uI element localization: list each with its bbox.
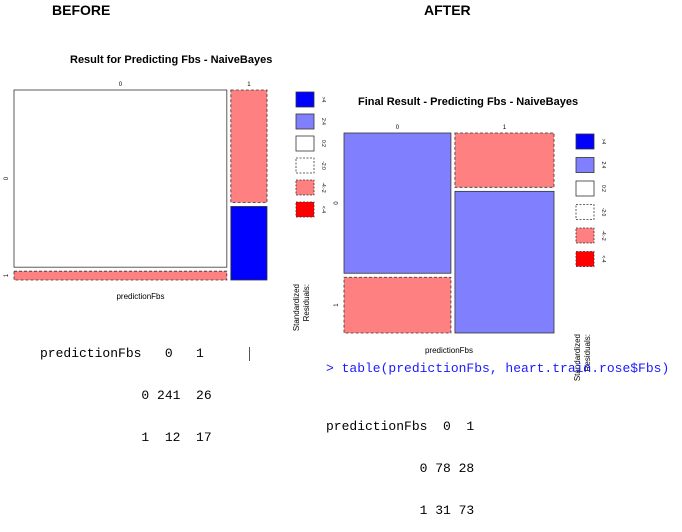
- mosaic-charts: 0 1 0 1 predictionFbs >4 2:4 0:2 -2:0 -4:-2 <-4 Sta…: [4, 82, 606, 381]
- mosaic-cell-0-r1-c1: [230, 206, 268, 281]
- legend-label-1-2: 0:2: [600, 185, 606, 192]
- mosaic-cell-0-r0-c0: [13, 89, 228, 268]
- legend-swatch-1-3: [575, 204, 595, 220]
- legend-swatch-1-4: [575, 227, 595, 244]
- legend-title-0-b: Residuals:: [302, 284, 311, 321]
- legend-label-1-3: -2:0: [600, 208, 606, 217]
- before-chart-title: Result for Predicting Fbs - NaiveBayes: [70, 54, 273, 66]
- legend-label-1-1: 2:4: [600, 162, 606, 169]
- text-cursor: [249, 347, 250, 361]
- legend-label-0-2: 0:2: [320, 140, 326, 147]
- after-command: > table(predictionFbs, heart.train.rose$…: [326, 361, 670, 376]
- before-heading: BEFORE: [52, 2, 111, 18]
- after-table-header: predictionFbs 0 1: [326, 419, 475, 434]
- before-table-row-0: 0 241 26: [40, 388, 212, 403]
- legend-swatch-0-1: [295, 113, 315, 130]
- legend-title-0-a: Standardized: [292, 284, 301, 331]
- mosaic-cell-0-r0-c1: [230, 89, 268, 203]
- after-chart-title: Final Result - Predicting Fbs - NaiveBay…: [358, 96, 579, 108]
- after-table-row-1: 1 31 73: [326, 503, 475, 518]
- legend-label-1-0: >4: [600, 139, 606, 145]
- col-tick-label-0-1: 1: [247, 82, 251, 88]
- legend-swatch-1-5: [575, 251, 595, 267]
- legend-swatch-1-1: [575, 157, 595, 173]
- row-tick-label-1-0: 0: [334, 201, 340, 205]
- after-console: predictionFbs 0 1 0 78 28 1 31 73: [326, 392, 474, 532]
- legend-label-0-3: -2:0: [320, 161, 326, 170]
- mosaic-cell-1-r0-c1: [454, 132, 555, 188]
- before-table-header: predictionFbs 0 1: [40, 346, 204, 361]
- legend-title-1-b: Residuals:: [583, 334, 592, 371]
- row-tick-label-0-0: 0: [4, 176, 10, 180]
- legend-swatch-1-2: [575, 180, 595, 197]
- col-tick-label-0-0: 0: [119, 82, 123, 88]
- x-axis-label-1: predictionFbs: [425, 346, 473, 355]
- legend-label-0-1: 2:4: [320, 118, 326, 125]
- col-tick-label-1-1: 1: [503, 125, 507, 131]
- legend-swatch-0-0: [295, 91, 315, 108]
- legend-label-0-4: -4:-2: [320, 182, 326, 193]
- mosaic-cell-1-r0-c0: [343, 132, 452, 274]
- legend-swatch-1-0: [575, 133, 595, 150]
- legend-swatch-0-3: [295, 157, 315, 174]
- legend-label-1-5: <-4: [600, 255, 606, 263]
- legend-swatch-0-2: [295, 135, 315, 152]
- after-table-row-0: 0 78 28: [326, 461, 475, 476]
- before-table-row-1: 1 12 17: [40, 430, 212, 445]
- legend-label-1-4: -4:-2: [600, 230, 606, 241]
- legend-label-0-5: <-4: [320, 206, 326, 214]
- legend-label-0-0: >4: [320, 97, 326, 103]
- mosaic-cell-0-r1-c0: [13, 270, 228, 281]
- col-tick-label-1-0: 0: [396, 125, 400, 131]
- mosaic-cell-1-r1-c1: [454, 190, 555, 334]
- row-tick-label-1-1: 1: [334, 303, 340, 307]
- legend-title-1-a: Standardized: [573, 334, 582, 381]
- after-heading: AFTER: [424, 2, 471, 18]
- row-tick-label-0-1: 1: [4, 273, 10, 277]
- x-axis-label-0: predictionFbs: [116, 292, 164, 301]
- legend-swatch-0-5: [295, 201, 315, 218]
- legend-swatch-0-4: [295, 179, 315, 196]
- mosaic-cell-1-r1-c0: [343, 276, 452, 334]
- before-console: predictionFbs 0 1 0 241 26 1 12 17: [40, 319, 212, 459]
